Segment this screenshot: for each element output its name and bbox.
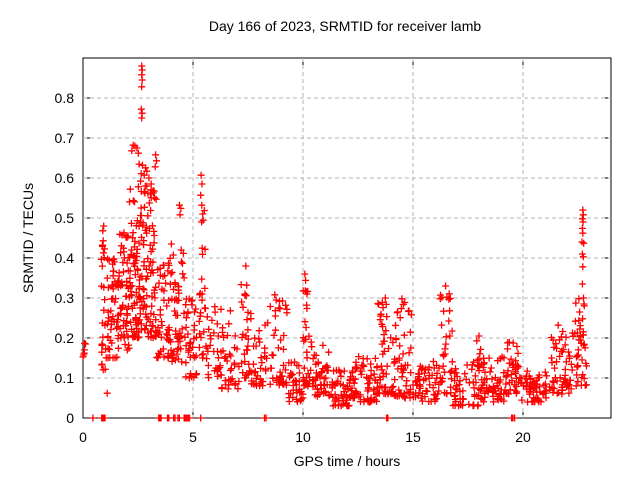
y-tick-label: 0.1 xyxy=(55,370,75,386)
x-tick-label: 10 xyxy=(295,429,311,445)
x-tick-label: 15 xyxy=(405,429,421,445)
y-tick-label: 0 xyxy=(66,410,74,426)
y-tick-label: 0.5 xyxy=(55,210,75,226)
data-points xyxy=(79,62,590,422)
y-tick-label: 0.7 xyxy=(55,130,75,146)
y-tick-label: 0.3 xyxy=(55,290,75,306)
plot-border xyxy=(82,57,612,419)
axis-ticks xyxy=(82,58,611,419)
y-tick-label: 0.2 xyxy=(55,330,75,346)
y-tick-label: 0.4 xyxy=(55,250,75,266)
chart-title: Day 166 of 2023, SRMTID for receiver lam… xyxy=(209,18,482,34)
x-tick-label: 0 xyxy=(79,429,87,445)
grid-lines xyxy=(83,58,611,418)
y-tick-label: 0.8 xyxy=(55,90,75,106)
x-axis-label: GPS time / hours xyxy=(294,453,401,469)
x-tick-label: 20 xyxy=(515,429,531,445)
y-tick-label: 0.6 xyxy=(55,170,75,186)
x-tick-label: 5 xyxy=(189,429,197,445)
y-axis-label: SRMTID / TECUs xyxy=(20,183,36,293)
